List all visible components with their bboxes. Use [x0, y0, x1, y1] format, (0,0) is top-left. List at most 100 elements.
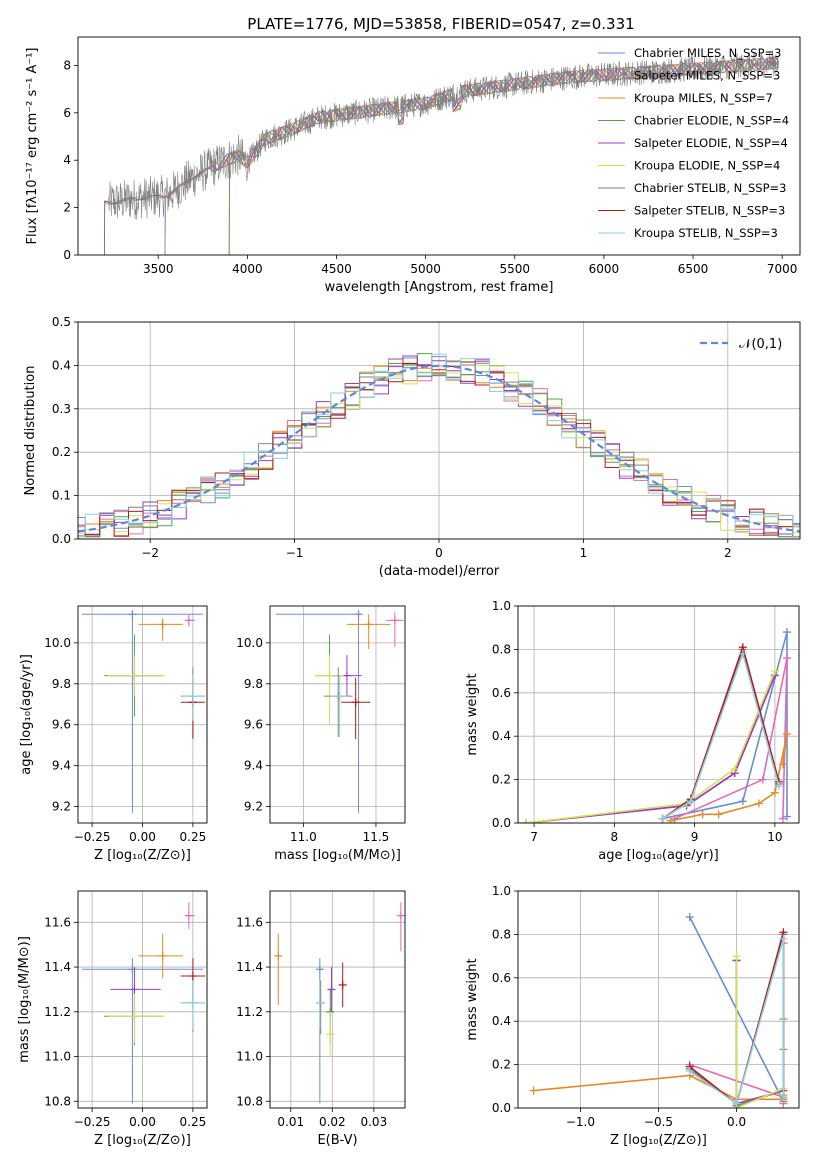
- weight-point-kroupa_miles: [529, 1086, 538, 1095]
- y-tick-label: 11.6: [236, 915, 263, 929]
- x-tick-label: 0.01: [277, 1115, 304, 1129]
- x-tick-label: 5500: [499, 262, 530, 276]
- x-tick-label: −0.5: [644, 1115, 673, 1129]
- gaussian-curve: [78, 364, 800, 533]
- mass-weight-vs-z-panel: −1.0 −0.5 0.0 0.0 0.2 0.4 0.6 0.8 1.0 Z [log₁₀(Z/…: [465, 884, 800, 1148]
- weight-point-kroupa_elodie: [732, 952, 741, 961]
- spectrum-legend: Chabrier MILES, N_SSP=3 Salpeter MILES, N…: [598, 46, 789, 240]
- weight-point-kroupa_stelib: [738, 649, 747, 658]
- axes-frame: [269, 890, 406, 1109]
- observed-spectrum: [108, 50, 779, 220]
- x-tick-label: 10: [767, 830, 782, 844]
- x-axis-label: Z [log₁₀(Z/Z⊙)]: [94, 848, 191, 863]
- plot-area: [104, 50, 779, 255]
- y-tick-label: 10.0: [236, 636, 263, 650]
- weight-point-kroupa_elodie: [522, 819, 531, 823]
- x-tick-label: 0.00: [129, 1115, 156, 1129]
- y-tick-label: 1.0: [492, 884, 511, 898]
- y-tick-label: 10.8: [44, 1094, 71, 1108]
- y-tick-label: 0.2: [492, 1058, 511, 1072]
- y-tick-label: 9.8: [244, 677, 263, 691]
- x-tick-label: 11.0: [290, 830, 317, 844]
- weight-line-salpeter_miles: [674, 657, 788, 820]
- weight-point-kroupa_miles: [714, 810, 723, 819]
- histogram-chabrier_elodie: [78, 353, 800, 538]
- weight-line-chabrier_elodie: [525, 675, 776, 823]
- weight-point-kroupa_miles: [666, 816, 675, 823]
- y-tick-label: 0.6: [492, 971, 511, 985]
- x-axis-label: wavelength [Angstrom, rest frame]: [325, 280, 554, 295]
- x-tick-label: 2: [724, 546, 732, 560]
- x-tick-label: −0.25: [74, 1115, 111, 1129]
- weight-point-kroupa_stelib: [779, 934, 788, 943]
- legend-entry-chabrier_stelib: Chabrier STELIB, N_SSP=3: [634, 181, 786, 195]
- plot-area: [274, 902, 405, 1104]
- x-tick-label: 7: [530, 830, 538, 844]
- weight-point-kroupa_elodie: [770, 667, 779, 676]
- figure-title: PLATE=1776, MJD=53858, FIBERID=0547, z=0…: [247, 15, 634, 33]
- plot-layer: 3500 4000 4500 5000 5500 6000 6500 7000 0 2 4 6 8 wav…: [17, 36, 801, 1148]
- y-axis-label: mass [log₁₀(M/M⊙)]: [17, 936, 32, 1063]
- x-tick-label: 9: [691, 830, 699, 844]
- axes-frame: [77, 605, 208, 824]
- histogram-kroupa_stelib: [78, 353, 800, 538]
- weight-line-chabrier_stelib: [662, 646, 780, 820]
- legend-entry-kroupa_stelib: Kroupa STELIB, N_SSP=3: [634, 226, 778, 240]
- x-axis-label: mass [log₁₀(M/M⊙)]: [274, 848, 401, 863]
- x-axis-label: E(B-V): [317, 1133, 357, 1148]
- x-tick-label: −0.25: [74, 830, 111, 844]
- y-tick-label: 11.4: [236, 960, 263, 974]
- x-tick-label: 0.0: [727, 1115, 746, 1129]
- mass-weight-vs-age-panel: 7 8 9 10 0.0 0.2 0.4 0.6 0.8 1.0 age [log₁₀(age/yr…: [465, 599, 800, 863]
- x-tick-label: 3500: [143, 262, 174, 276]
- y-tick-label: 11.0: [44, 1050, 71, 1064]
- plot-area: [529, 913, 788, 1108]
- weight-line-kroupa_stelib: [689, 938, 785, 1105]
- y-tick-label: 0.4: [492, 1014, 511, 1028]
- y-tick-label: 4: [63, 153, 71, 167]
- legend-entry-kroupa_elodie: Kroupa ELODIE, N_SSP=4: [634, 159, 780, 173]
- weight-line-kroupa_elodie: [735, 956, 785, 1108]
- mass-vs-z-panel: −0.25 0.00 0.25 10.8 11.0 11.2 11.4 11.6 Z [log₁…: [17, 890, 208, 1148]
- plot-area: [522, 628, 791, 823]
- y-axis-label: mass weight: [465, 958, 480, 1040]
- y-tick-label: 9.8: [52, 677, 71, 691]
- y-tick-label: 11.2: [44, 1005, 71, 1019]
- y-tick-label: 0.2: [52, 445, 71, 459]
- y-tick-label: 10.8: [236, 1094, 263, 1108]
- weight-line-salpeter_elodie: [735, 960, 785, 1105]
- x-tick-label: 6500: [678, 262, 709, 276]
- y-tick-label: 0.0: [52, 532, 71, 546]
- weight-line-salpeter_stelib: [662, 644, 780, 820]
- weight-line-kroupa_elodie: [525, 670, 776, 823]
- y-tick-label: 0.0: [492, 816, 511, 830]
- y-tick-label: 9.4: [244, 759, 263, 773]
- weight-point-kroupa_stelib: [658, 814, 667, 823]
- axes-frame: [77, 36, 801, 256]
- y-tick-label: 0: [63, 248, 71, 262]
- weight-point-chabrier_miles: [782, 812, 791, 821]
- y-tick-label: 11.2: [236, 1005, 263, 1019]
- x-tick-label: 0.25: [180, 830, 207, 844]
- y-tick-label: 0.2: [492, 773, 511, 787]
- y-tick-label: 9.6: [244, 718, 263, 732]
- x-axis-label: (data-model)/error: [379, 564, 500, 579]
- x-tick-label: 0.02: [319, 1115, 346, 1129]
- legend-entry-salpeter_miles: Salpeter MILES, N_SSP=3: [634, 69, 780, 83]
- plot-area: [82, 610, 205, 813]
- x-tick-label: 5000: [410, 262, 441, 276]
- spectrum-panel: 3500 4000 4500 5000 5500 6000 6500 7000 0 2 4 6 8 wav…: [25, 36, 801, 295]
- legend-entry-chabrier_miles: Chabrier MILES, N_SSP=3: [634, 46, 781, 60]
- weight-point-chabrier_miles: [782, 628, 791, 637]
- y-tick-label: 9.2: [244, 800, 263, 814]
- weight-point-kroupa_miles: [770, 788, 779, 797]
- y-tick-label: 0.6: [492, 686, 511, 700]
- x-tick-label: 0.03: [360, 1115, 387, 1129]
- y-tick-label: 2: [63, 201, 71, 215]
- x-tick-label: 0: [435, 546, 443, 560]
- weight-point-salpeter_miles: [758, 775, 767, 784]
- weight-point-kroupa_miles: [754, 799, 763, 808]
- weight-point-kroupa_stelib: [686, 797, 695, 806]
- x-tick-label: 11.5: [363, 830, 390, 844]
- y-axis-label: age [log₁₀(age/yr)]: [19, 654, 34, 775]
